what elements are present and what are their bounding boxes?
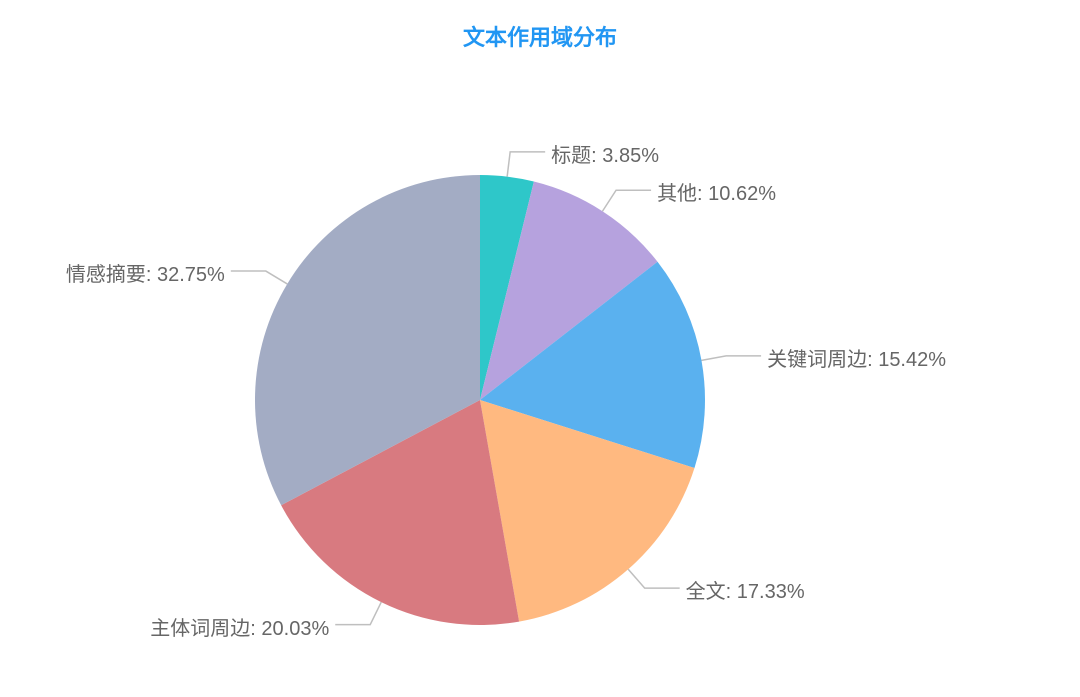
chart-title: 文本作用域分布: [0, 20, 1080, 52]
leader-line: [335, 602, 381, 624]
leader-line: [507, 152, 545, 177]
leader-line: [602, 190, 651, 211]
leader-line: [628, 569, 679, 588]
slice-label: 情感摘要: 32.75%: [66, 258, 225, 287]
chart-container: 文本作用域分布 标题: 3.85% 其他: 10.62% 关键词周边: 15.42%…: [0, 0, 1080, 697]
slice-label: 关键词周边: 15.42%: [767, 343, 946, 372]
slice-label: 全文: 17.33%: [686, 575, 805, 604]
slice-label: 标题: 3.85%: [551, 139, 659, 168]
leader-line: [231, 271, 287, 284]
leader-line: [701, 356, 761, 360]
slice-label: 主体词周边: 20.03%: [150, 612, 329, 641]
slice-label: 其他: 10.62%: [657, 177, 776, 206]
